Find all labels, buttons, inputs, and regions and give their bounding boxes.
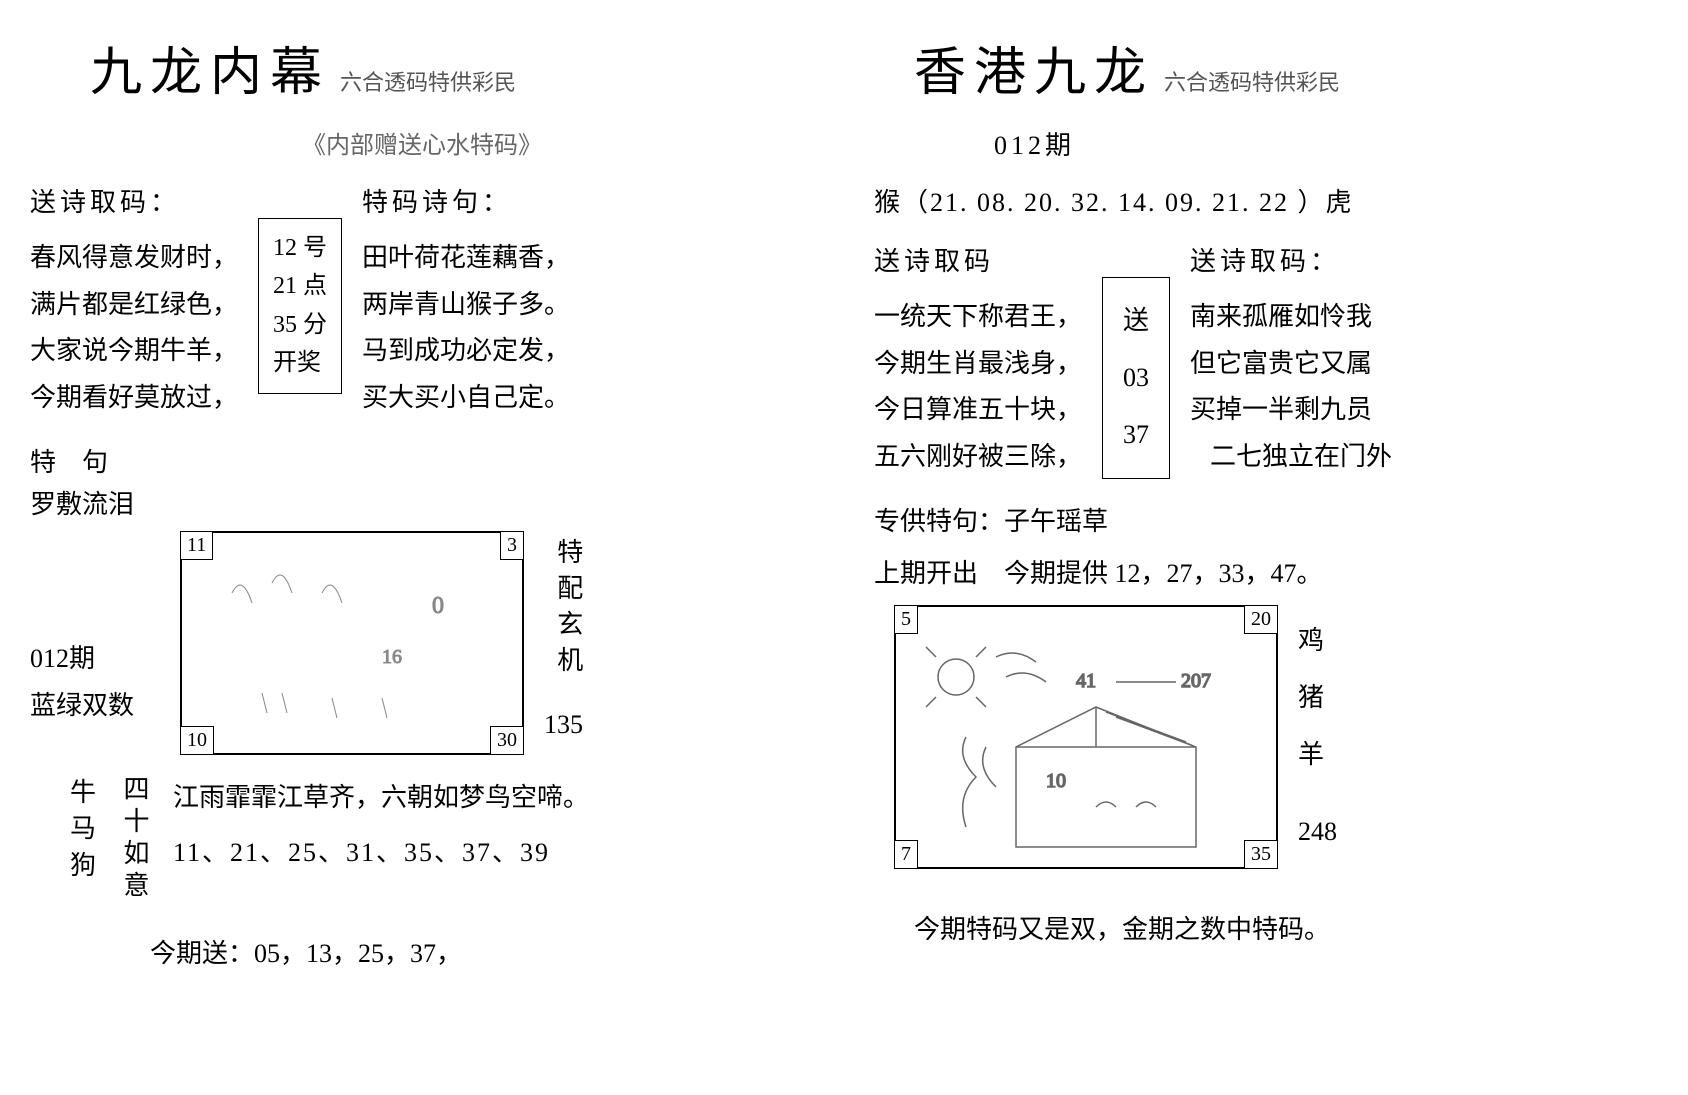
poem-line: 两岸青山猴子多。 <box>362 282 570 329</box>
right-poem-section: 送诗取码 一统天下称君王， 今期生肖最浅身， 今日算准五十块， 五六刚好被三除，… <box>874 239 1658 481</box>
left-drawing-section: 012期 蓝绿双数 11 3 10 30 0 16 <box>30 531 814 755</box>
right-drawing-right-col: 鸡 猪 羊 248 <box>1298 618 1337 855</box>
poem-line: 大家说今期牛羊， <box>30 328 238 375</box>
poem-line: 今期看好莫放过， <box>30 375 238 422</box>
left-poem-left-header: 送诗取码： <box>30 180 238 227</box>
right-title: 香港九龙 <box>914 30 1154 105</box>
left-title-row: 九龙内幕 六合透码特供彩民 <box>30 30 814 105</box>
poem-line: 二七独立在门外 <box>1210 434 1392 481</box>
left-zodiac-col: 牛 马 狗 <box>70 775 96 884</box>
left-title: 九龙内幕 <box>90 30 330 105</box>
right-panel: 香港九龙 六合透码特供彩民 012期 猴（21. 08. 20. 32. 14.… <box>874 30 1658 970</box>
svg-text:41: 41 <box>1076 670 1096 692</box>
zodiac: 猪 <box>1298 675 1337 722</box>
right-issue: 012期 <box>994 125 1658 162</box>
poem-line: 但它富贵它又属 <box>1190 341 1392 388</box>
drawing-right-label: 特配玄机 <box>544 538 591 682</box>
left-drawing-left-col: 012期 蓝绿双数 <box>30 636 160 730</box>
zodiac: 狗 <box>70 848 96 884</box>
info-line: 开奖 <box>273 344 327 382</box>
left-special-text: 罗敷流泪 <box>30 484 814 521</box>
poem-line: 买掉一半剩九员 <box>1190 387 1392 434</box>
right-subtitle: 六合透码特供彩民 <box>1164 65 1340 97</box>
drawing-right-num: 248 <box>1298 809 1337 856</box>
left-subtitle: 六合透码特供彩民 <box>340 65 516 97</box>
left-poem-right-header: 特码诗句： <box>362 180 570 227</box>
left-vert-phrase: 四十如意 <box>116 775 153 903</box>
zodiac: 鸡 <box>1298 618 1337 665</box>
poem-line: 南来孤雁如怜我 <box>1190 294 1392 341</box>
left-sketch-icon: 0 16 <box>182 533 522 753</box>
left-info-box: 12 号 21 点 35 分 开奖 <box>258 218 342 394</box>
left-special-label: 特 句 <box>30 442 814 479</box>
left-couplet: 江雨霏霏江草齐，六朝如梦鸟空啼。 <box>173 775 589 822</box>
info-line: 37 <box>1123 406 1149 463</box>
drawing-right-num: 135 <box>544 702 591 749</box>
info-line: 送 <box>1123 292 1149 349</box>
poem-line: 田叶荷花莲藕香， <box>362 235 570 282</box>
drawing-color: 蓝绿双数 <box>30 683 160 730</box>
info-line: 35 分 <box>273 306 327 344</box>
zodiac: 羊 <box>1298 732 1337 779</box>
right-title-row: 香港九龙 六合透码特供彩民 <box>874 30 1658 105</box>
poem-line: 今日算准五十块， <box>874 387 1082 434</box>
right-last-open: 上期开出 今期提供 12，27，33，47。 <box>874 553 1658 590</box>
poem-line: 买大买小自己定。 <box>362 375 570 422</box>
poem-line: 五六刚好被三除， <box>874 434 1082 481</box>
left-drawing-right-col: 特配玄机 135 <box>544 538 591 749</box>
right-poem-right-header: 送诗取码： <box>1190 239 1392 286</box>
right-supply-special: 专供特句：子午瑶草 <box>874 501 1658 538</box>
right-sketch-icon: 41 207 10 <box>896 607 1276 867</box>
left-poem-right: 特码诗句： 田叶荷花莲藕香， 两岸青山猴子多。 马到成功必定发， 买大买小自己定… <box>362 180 570 422</box>
poem-line: 春风得意发财时， <box>30 235 238 282</box>
right-poem-right: 送诗取码： 南来孤雁如怜我 但它富贵它又属 买掉一半剩九员 二七独立在门外 <box>1190 239 1392 481</box>
info-line: 12 号 <box>273 229 327 267</box>
left-drawing-box: 11 3 10 30 0 16 <box>180 531 524 755</box>
svg-text:16: 16 <box>382 646 402 668</box>
info-line: 03 <box>1123 349 1149 406</box>
poem-line: 今期生肖最浅身， <box>874 341 1082 388</box>
right-drawing-box: 5 20 7 35 41 207 <box>894 605 1278 869</box>
left-numbers: 11、21、25、31、35、37、39 <box>173 832 589 869</box>
right-zodiac-line: 猴（21. 08. 20. 32. 14. 09. 21. 22 ）虎 <box>874 182 1658 219</box>
left-bottom-row: 牛 马 狗 四十如意 江雨霏霏江草齐，六朝如梦鸟空啼。 11、21、25、31、… <box>30 775 814 903</box>
left-poem-left: 送诗取码： 春风得意发财时， 满片都是红绿色， 大家说今期牛羊， 今期看好莫放过… <box>30 180 238 422</box>
right-poem-left-header: 送诗取码 <box>874 239 1082 286</box>
left-couplet-block: 江雨霏霏江草齐，六朝如梦鸟空啼。 11、21、25、31、35、37、39 <box>173 775 589 879</box>
poem-line: 一统天下称君王， <box>874 294 1082 341</box>
svg-text:207: 207 <box>1181 670 1211 692</box>
poem-line: 满片都是红绿色， <box>30 282 238 329</box>
svg-text:10: 10 <box>1046 770 1066 792</box>
zodiac: 马 <box>70 811 96 847</box>
right-final: 今期特码又是双，金期之数中特码。 <box>914 909 1658 946</box>
right-info-box: 送 03 37 <box>1102 277 1170 479</box>
info-line: 21 点 <box>273 267 327 305</box>
poem-line: 马到成功必定发， <box>362 328 570 375</box>
right-drawing-section: 5 20 7 35 41 207 <box>874 605 1658 869</box>
svg-text:0: 0 <box>432 593 444 619</box>
left-poem-section: 送诗取码： 春风得意发财时， 满片都是红绿色， 大家说今期牛羊， 今期看好莫放过… <box>30 180 814 422</box>
left-send: 今期送：05，13，25，37， <box>150 933 814 970</box>
zodiac: 牛 <box>70 775 96 811</box>
left-panel: 九龙内幕 六合透码特供彩民 《内部赠送心水特码》 送诗取码： 春风得意发财时， … <box>30 30 814 970</box>
drawing-issue: 012期 <box>30 636 160 683</box>
right-poem-left: 送诗取码 一统天下称君王， 今期生肖最浅身， 今日算准五十块， 五六刚好被三除， <box>874 239 1082 481</box>
left-inner-subtitle: 《内部赠送心水特码》 <box>30 125 814 160</box>
